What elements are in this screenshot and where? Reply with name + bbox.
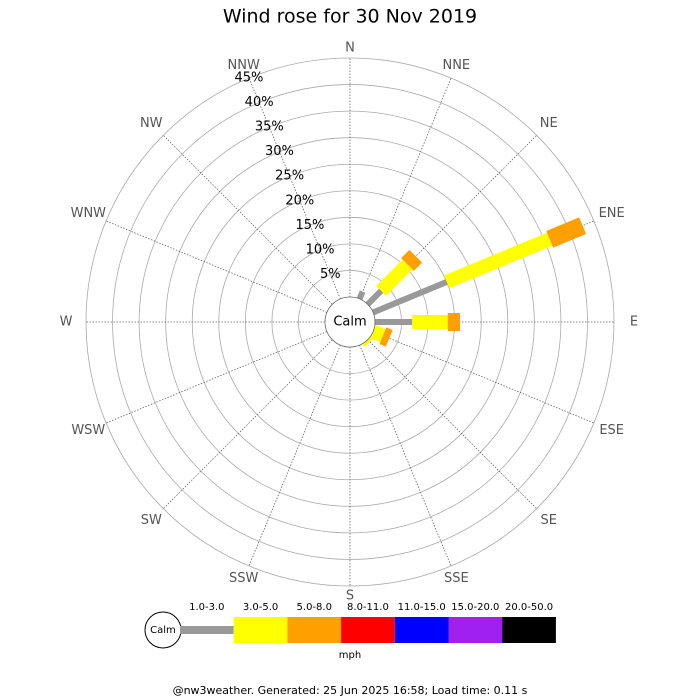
- r-tick-label: 45%: [235, 71, 264, 86]
- legend-swatch: [341, 617, 395, 643]
- direction-label: SSW: [229, 571, 259, 586]
- legend-swatch: [287, 617, 342, 643]
- bar-segment: [546, 217, 587, 248]
- direction-label: NW: [140, 116, 163, 131]
- spoke: [105, 331, 328, 424]
- bar-segment: [356, 290, 366, 301]
- legend-swatch: [180, 626, 234, 634]
- chart-title: Wind rose for 30 Nov 2019: [223, 6, 477, 28]
- direction-label: NNW: [228, 58, 260, 73]
- legend-label: 5.0-8.0: [297, 602, 332, 613]
- direction-label: E: [630, 315, 638, 330]
- spoke: [163, 339, 333, 509]
- direction-label: WSW: [71, 423, 105, 438]
- legend-label: 8.0-11.0: [347, 602, 389, 613]
- legend-label: 1.0-3.0: [189, 602, 224, 613]
- grid-ring: [85, 57, 615, 587]
- legend-swatch: [394, 617, 449, 643]
- spoke: [367, 339, 537, 509]
- r-tick-label: 30%: [265, 144, 294, 159]
- r-tick-label: 10%: [306, 242, 335, 257]
- footer: @nw3weather. Generated: 25 Jun 2025 16:5…: [173, 684, 528, 697]
- legend-swatch: [502, 617, 556, 643]
- r-tick-label: 40%: [245, 95, 274, 110]
- r-tick-label: 25%: [275, 169, 304, 184]
- bar-segment: [444, 232, 553, 289]
- bar-segment: [362, 334, 375, 347]
- legend-label: 3.0-5.0: [243, 602, 278, 613]
- r-tick-label: 20%: [285, 193, 314, 208]
- direction-label: S: [346, 589, 354, 604]
- legend-label: 20.0-50.0: [505, 602, 553, 613]
- direction-label: NNE: [442, 58, 470, 73]
- grid-ring: [138, 110, 562, 534]
- grid-ring: [112, 84, 588, 560]
- legend-calm-label: Calm: [150, 625, 176, 636]
- direction-label: SSE: [444, 571, 469, 586]
- spoke: [359, 77, 452, 300]
- spoke: [248, 77, 341, 300]
- legend-label: 15.0-20.0: [451, 602, 499, 613]
- direction-label: W: [60, 315, 73, 330]
- direction-label: NE: [540, 116, 558, 131]
- unit-label: mph: [339, 650, 361, 661]
- bar-segment: [370, 325, 386, 343]
- r-tick-label: 15%: [295, 218, 324, 233]
- legend-swatch: [233, 617, 288, 643]
- r-tick-label: 35%: [255, 120, 284, 135]
- spoke: [248, 344, 341, 567]
- bar-segment: [376, 259, 413, 296]
- bar-segment: [371, 279, 448, 316]
- direction-label: WNW: [71, 206, 107, 221]
- spoke: [372, 331, 595, 424]
- legend-label: 11.0-15.0: [398, 602, 446, 613]
- calm-circle: [324, 296, 376, 348]
- spoke: [163, 135, 333, 305]
- bar-segment: [365, 288, 384, 307]
- direction-label: N: [345, 41, 355, 56]
- legend-swatch: [448, 617, 503, 643]
- direction-label: SW: [141, 513, 162, 528]
- direction-label: ENE: [599, 206, 625, 221]
- bar-segment: [379, 327, 393, 347]
- calm-label: Calm: [333, 315, 366, 330]
- direction-label: SE: [541, 513, 557, 528]
- direction-label: ESE: [599, 423, 624, 438]
- r-tick-label: 5%: [320, 267, 341, 282]
- spoke: [105, 220, 328, 313]
- spoke: [359, 344, 452, 567]
- bar-segment: [401, 249, 423, 271]
